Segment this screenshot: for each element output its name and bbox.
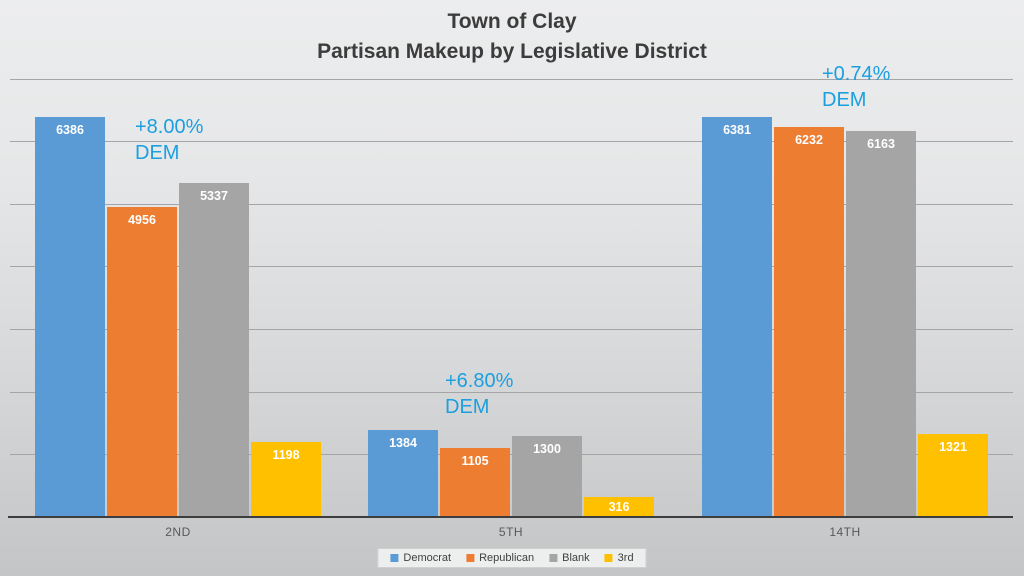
bar-value-label: 1321: [939, 440, 967, 454]
legend-swatch-democrat: [390, 554, 399, 562]
bar-value-label: 1300: [533, 442, 561, 456]
bar-value-label: 6381: [723, 123, 751, 137]
gridline: [10, 79, 1013, 80]
gridline: [10, 392, 1013, 393]
bar-group-2nd: 6386 4956 5337 1198: [35, 117, 321, 517]
x-axis-line: [8, 516, 1013, 518]
annotation-line: DEM: [445, 396, 490, 418]
bar-value-label: 6386: [56, 123, 84, 137]
bar-3rd-14th: 1321: [918, 434, 988, 517]
chart-title: Town of Clay Partisan Makeup by Legislat…: [0, 7, 1024, 67]
annotation-line: +0.74%: [822, 63, 891, 85]
annotation-line: DEM: [135, 142, 180, 164]
bar-blank-5th: 1300: [512, 436, 582, 517]
annotation-2nd: +8.00% DEM: [135, 114, 203, 166]
bar-3rd-5th: 316: [584, 497, 654, 517]
bar-value-label: 1105: [461, 454, 489, 468]
annotation-line: +8.00%: [135, 116, 204, 138]
gridline: [10, 329, 1013, 330]
legend-label: Democrat: [403, 552, 452, 564]
bar-value-label: 6163: [867, 137, 895, 151]
legend-label: Republican: [479, 552, 535, 564]
bar-value-label: 5337: [200, 189, 228, 203]
bar-value-label: 1384: [389, 436, 417, 450]
legend-swatch-republican: [466, 554, 475, 562]
legend-swatch-3rd: [604, 554, 613, 562]
bar-blank-2nd: 5337: [179, 183, 249, 517]
x-axis-label-2nd: 2ND: [165, 525, 191, 539]
legend-item-3rd: 3rd: [604, 552, 634, 564]
annotation-line: DEM: [822, 89, 867, 111]
legend-swatch-blank: [549, 554, 558, 562]
legend-item-blank: Blank: [549, 552, 590, 564]
legend-label: Blank: [562, 552, 590, 564]
gridline: [10, 266, 1013, 267]
bar-3rd-2nd: 1198: [251, 442, 321, 517]
bar-democrat-5th: 1384: [368, 430, 438, 517]
chart-legend: Democrat Republican Blank 3rd: [377, 548, 647, 568]
gridline: [10, 141, 1013, 142]
bar-republican-5th: 1105: [440, 448, 510, 517]
bar-republican-2nd: 4956: [107, 207, 177, 517]
bar-value-label: 1198: [272, 448, 300, 462]
bar-group-5th: 1384 1105 1300 316: [368, 430, 654, 517]
annotation-5th: +6.80% DEM: [445, 368, 513, 420]
bar-group-14th: 6381 6232 6163 1321: [702, 117, 988, 517]
chart-title-line1: Town of Clay: [447, 10, 577, 33]
bar-blank-14th: 6163: [846, 131, 916, 517]
bar-value-label: 316: [608, 500, 630, 514]
x-axis-label-14th: 14TH: [829, 525, 861, 539]
legend-item-democrat: Democrat: [390, 552, 451, 564]
annotation-14th: +0.74% DEM: [822, 61, 890, 113]
legend-label: 3rd: [617, 552, 634, 564]
annotation-line: +6.80%: [445, 370, 514, 392]
gridline: [10, 454, 1013, 455]
bar-republican-14th: 6232: [774, 127, 844, 517]
bar-democrat-14th: 6381: [702, 117, 772, 517]
bar-democrat-2nd: 6386: [35, 117, 105, 517]
bar-value-label: 4956: [128, 213, 156, 227]
legend-item-republican: Republican: [466, 552, 534, 564]
gridline: [10, 204, 1013, 205]
x-axis-label-5th: 5TH: [498, 525, 524, 539]
chart-title-line2: Partisan Makeup by Legislative District: [317, 40, 707, 63]
bar-value-label: 6232: [795, 133, 823, 147]
